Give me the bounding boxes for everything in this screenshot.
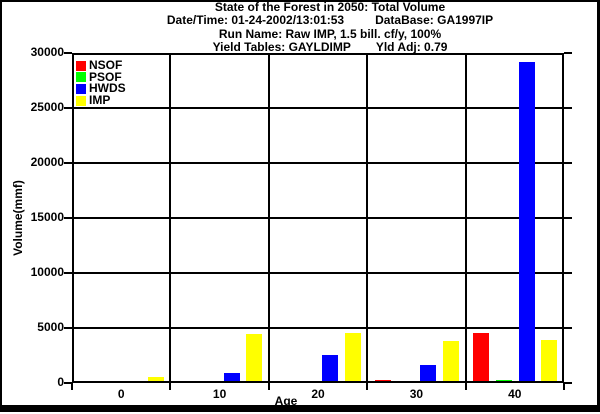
y-tick-right: [564, 52, 572, 54]
x-tick: [563, 383, 565, 390]
x-tick: [169, 383, 172, 390]
gridline-horizontal-15000: [72, 217, 564, 219]
gridline-vertical: [464, 53, 467, 383]
gridline-horizontal-5000: [72, 327, 564, 329]
legend-swatch-psof: [76, 72, 86, 83]
legend-swatch-hwds: [76, 83, 86, 94]
legend-label-psof: PSOF: [89, 69, 122, 84]
legend-label-nsof: NSOF: [89, 58, 123, 73]
border-bottom-bar: [0, 405, 600, 412]
chart-subtitle-runname: Run Name: Raw IMP, 1.5 bill. cf/y, 100%: [88, 26, 572, 41]
y-tick-label: 30000: [30, 45, 64, 59]
y-tick-right: [564, 107, 572, 109]
y-tick-label: 20000: [30, 155, 64, 169]
y-tick-left: [64, 162, 72, 164]
gridline-vertical: [366, 53, 369, 383]
legend-label-imp: IMP: [89, 93, 111, 108]
x-tick-label-10: 10: [212, 387, 227, 401]
legend-swatch-nsof: [76, 60, 86, 71]
bar-imp-age-40: [541, 340, 558, 381]
x-tick-label-20: 20: [311, 387, 325, 401]
legend-item-hwds: HWDS: [76, 81, 126, 96]
y-tick-left: [64, 272, 72, 274]
gridline-horizontal-10000: [72, 272, 564, 274]
chart-title: State of the Forest in 2050: Total Volum…: [214, 0, 446, 14]
chart-header: State of the Forest in 2050: Total Volum…: [88, 0, 572, 55]
y-tick-left: [64, 382, 72, 384]
bar-psof-age-40: [496, 379, 512, 381]
y-tick-label: 0: [57, 375, 64, 389]
legend-item-nsof: NSOF: [76, 58, 126, 73]
gridline-horizontal-20000: [72, 162, 564, 164]
legend-swatch-imp: [76, 95, 86, 106]
y-tick-label: 15000: [30, 210, 64, 224]
y-tick-label: 10000: [30, 265, 64, 279]
x-tick: [267, 383, 270, 390]
y-tick-right: [564, 162, 572, 164]
border-left: [0, 0, 2, 412]
legend-item-imp: IMP: [76, 93, 126, 108]
x-tick-label-40: 40: [508, 387, 522, 401]
chart-subtitle-datetime: Date/Time: 01-24-2002/13:01:53 DataBase: …: [88, 14, 572, 27]
bar-hwds-age-40: [518, 62, 535, 381]
bar-imp-age-30: [443, 340, 459, 381]
y-tick-right: [564, 217, 572, 219]
bar-imp-age-20: [344, 332, 361, 381]
gridline-horizontal-25000: [72, 107, 564, 109]
x-tick: [71, 383, 73, 390]
y-tick-right: [564, 382, 572, 384]
y-tick-left: [64, 217, 72, 219]
chart-subtitle-yield: Yield Tables: GAYLDIMP Yld Adj: 0.79: [88, 41, 572, 54]
legend-item-psof: PSOF: [76, 69, 126, 84]
bar-hwds-age-30: [420, 364, 437, 381]
x-tick: [366, 383, 369, 390]
y-tick-left: [64, 107, 72, 109]
legend: NSOF PSOF HWDS IMP: [76, 58, 126, 108]
y-tick-left: [64, 327, 72, 329]
runname-value: Run Name: Raw IMP, 1.5 bill. cf/y, 100%: [218, 26, 442, 41]
bar-nsof-age-30: [374, 379, 391, 381]
bar-imp-age-0: [147, 376, 164, 381]
yieldadj-value: Yld Adj: 0.79: [375, 40, 448, 55]
bar-hwds-age-10: [223, 372, 240, 381]
datetime-value: Date/Time: 01-24-2002/13:01:53: [166, 13, 345, 28]
x-tick-label-0: 0: [117, 387, 125, 401]
x-tick: [464, 383, 467, 390]
gridline-vertical: [169, 53, 172, 383]
yieldtables-value: Yield Tables: GAYLDIMP: [212, 40, 351, 55]
bar-hwds-age-20: [321, 354, 338, 381]
legend-label-hwds: HWDS: [89, 81, 126, 96]
border-top: [0, 0, 600, 2]
gridline-vertical: [267, 53, 270, 383]
bar-nsof-age-40: [473, 332, 490, 381]
y-tick-right: [564, 327, 572, 329]
y-tick-label: 25000: [30, 100, 64, 114]
y-axis-title: Volume(mmf): [11, 180, 25, 256]
border-right: [597, 0, 600, 412]
x-axis-title: Age: [274, 394, 298, 408]
y-tick-left: [64, 52, 72, 54]
y-tick-right: [564, 272, 572, 274]
bar-imp-age-10: [246, 333, 263, 381]
database-value: DataBase: GA1997IP: [375, 13, 494, 28]
plot-frame: [72, 53, 564, 383]
x-tick-label-30: 30: [409, 387, 424, 401]
y-tick-label: 5000: [37, 320, 64, 334]
